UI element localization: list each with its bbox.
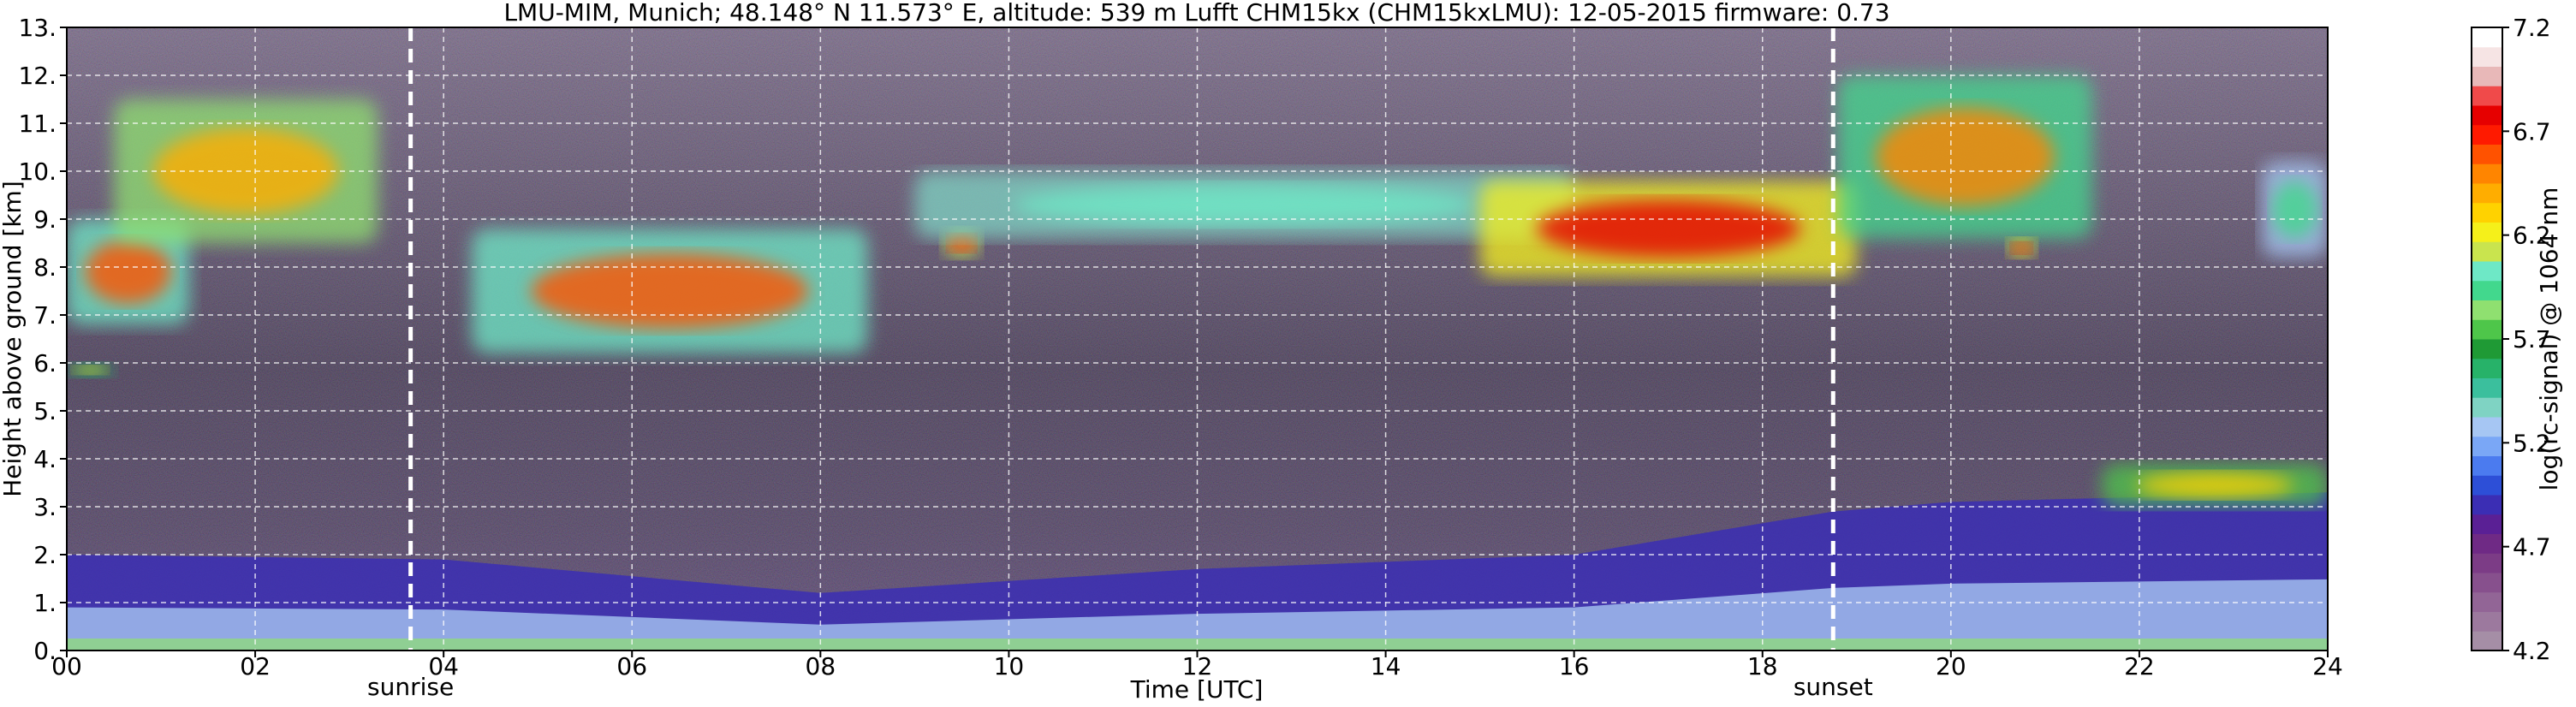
colorbar-segment	[2472, 241, 2502, 262]
y-tick-label: 8.	[33, 253, 57, 282]
cloud-core-3	[531, 253, 809, 329]
x-tick-label: 02	[240, 652, 271, 680]
cloud-core-4	[948, 234, 975, 253]
colorbar-label: log(rc-signal) @ 1064 nm	[2535, 187, 2563, 491]
colorbar-segment	[2472, 436, 2502, 456]
y-tick-label: 4.	[33, 445, 57, 473]
cloud-core-7	[1876, 108, 2055, 206]
colorbar-segment	[2472, 300, 2502, 320]
y-tick-label: 5.	[33, 397, 57, 425]
x-tick-label: 22	[2124, 652, 2155, 680]
colorbar-tick-label: 4.7	[2513, 533, 2551, 561]
colorbar-segment	[2472, 377, 2502, 398]
cloud-core-10	[2135, 472, 2294, 498]
colorbar-segment	[2472, 86, 2502, 106]
colorbar-segment	[2472, 183, 2502, 204]
colorbar-segment	[2472, 553, 2502, 573]
y-tick-label: 10.	[18, 157, 57, 186]
colorbar-segment	[2472, 105, 2502, 126]
colorbar-segment	[2472, 222, 2502, 242]
cloud-core-5	[1013, 184, 1476, 225]
colorbar-segment	[2472, 27, 2502, 48]
colorbar-segment	[2472, 66, 2502, 86]
colorbar-segment	[2472, 591, 2502, 612]
plot-area	[67, 27, 2328, 651]
y-tick-label: 7.	[33, 301, 57, 330]
colorbar-tick-label: 4.2	[2513, 637, 2551, 665]
colorbar-tick-label: 7.2	[2513, 14, 2551, 42]
colorbar-segment	[2472, 495, 2502, 515]
y-tick-label: 11.	[18, 110, 57, 138]
chart-title: LMU-MIM, Munich; 48.148° N 11.573° E, al…	[503, 0, 1889, 27]
y-tick-label: 1.	[33, 589, 57, 617]
x-tick-label: 20	[1936, 652, 1966, 680]
colorbar-segment	[2472, 202, 2502, 223]
colorbar-segment	[2472, 397, 2502, 418]
y-tick-label: 13.	[18, 14, 57, 42]
colorbar-segment	[2472, 611, 2502, 632]
y-axis-ticks: 0. 1. 2. 3. 4. 5. 6. 7. 8. 9. 10. 11. 12. 13.	[18, 14, 67, 665]
x-tick-label: 18	[1747, 652, 1778, 680]
colorbar-segment	[2472, 144, 2502, 164]
colorbar-ticks: 4.2 4.7 5.2 5.7 6.2 6.7 7.2	[2502, 14, 2551, 665]
colorbar-segment	[2472, 124, 2502, 145]
y-tick-label: 0.	[33, 637, 57, 665]
y-axis-label: Height above ground [km]	[0, 181, 27, 497]
grid-lines	[67, 27, 2328, 651]
colorbar-tick-label: 5.7	[2513, 325, 2551, 354]
cloud-core-9	[2271, 181, 2318, 239]
colorbar-tick-label: 6.2	[2513, 222, 2551, 250]
y-tick-label: 12.	[18, 62, 57, 90]
colorbar-segment	[2472, 533, 2502, 554]
y-tick-label: 6.	[33, 349, 57, 377]
x-axis-ticks: 00 02 04 06 08 10 12 14 16 18 20 22 24	[51, 651, 2343, 680]
colorbar-segment	[2472, 163, 2502, 184]
x-tick-label: 16	[1559, 652, 1590, 680]
x-tick-label: 24	[2312, 652, 2343, 680]
y-tick-label: 9.	[33, 205, 57, 234]
y-tick-label: 3.	[33, 493, 57, 521]
cloud-core-6	[1536, 199, 1800, 258]
x-tick-label: 04	[428, 652, 459, 680]
sunrise-label: sunrise	[367, 673, 454, 701]
x-tick-label: 12	[1182, 652, 1213, 680]
colorbar-segment	[2472, 280, 2502, 300]
colorbar-tick-label: 6.7	[2513, 117, 2551, 146]
y-tick-label: 2.	[33, 541, 57, 569]
colorbar-segment	[2472, 319, 2502, 340]
x-axis-label: Time [UTC]	[1130, 675, 1264, 704]
colorbar-segment	[2472, 514, 2502, 534]
colorbar-segment	[2472, 358, 2502, 378]
colorbar-segment	[2472, 261, 2502, 282]
colorbar-segment	[2472, 46, 2502, 67]
x-tick-label: 06	[616, 652, 647, 680]
event-labels: sunrise sunset	[367, 673, 1873, 701]
colorbar-segment	[2472, 455, 2502, 476]
x-tick-label: 10	[994, 652, 1025, 680]
colorbar-segment	[2472, 339, 2502, 359]
event-markers	[408, 27, 1835, 651]
colorbar-segment	[2472, 573, 2502, 593]
x-tick-label: 14	[1371, 652, 1401, 680]
colorbar-segment	[2472, 475, 2502, 496]
x-tick-label: 00	[51, 652, 82, 680]
cloud-core-8	[2011, 241, 2032, 254]
colorbar-segment	[2472, 631, 2502, 651]
sunset-label: sunset	[1794, 673, 1873, 701]
cloud-core-2	[74, 365, 107, 375]
cloud-core-0	[85, 240, 171, 304]
colorbar	[2472, 27, 2502, 651]
colorbar-segment	[2472, 417, 2502, 437]
x-tick-label: 08	[806, 652, 836, 680]
colorbar-tick-label: 5.2	[2513, 429, 2551, 457]
